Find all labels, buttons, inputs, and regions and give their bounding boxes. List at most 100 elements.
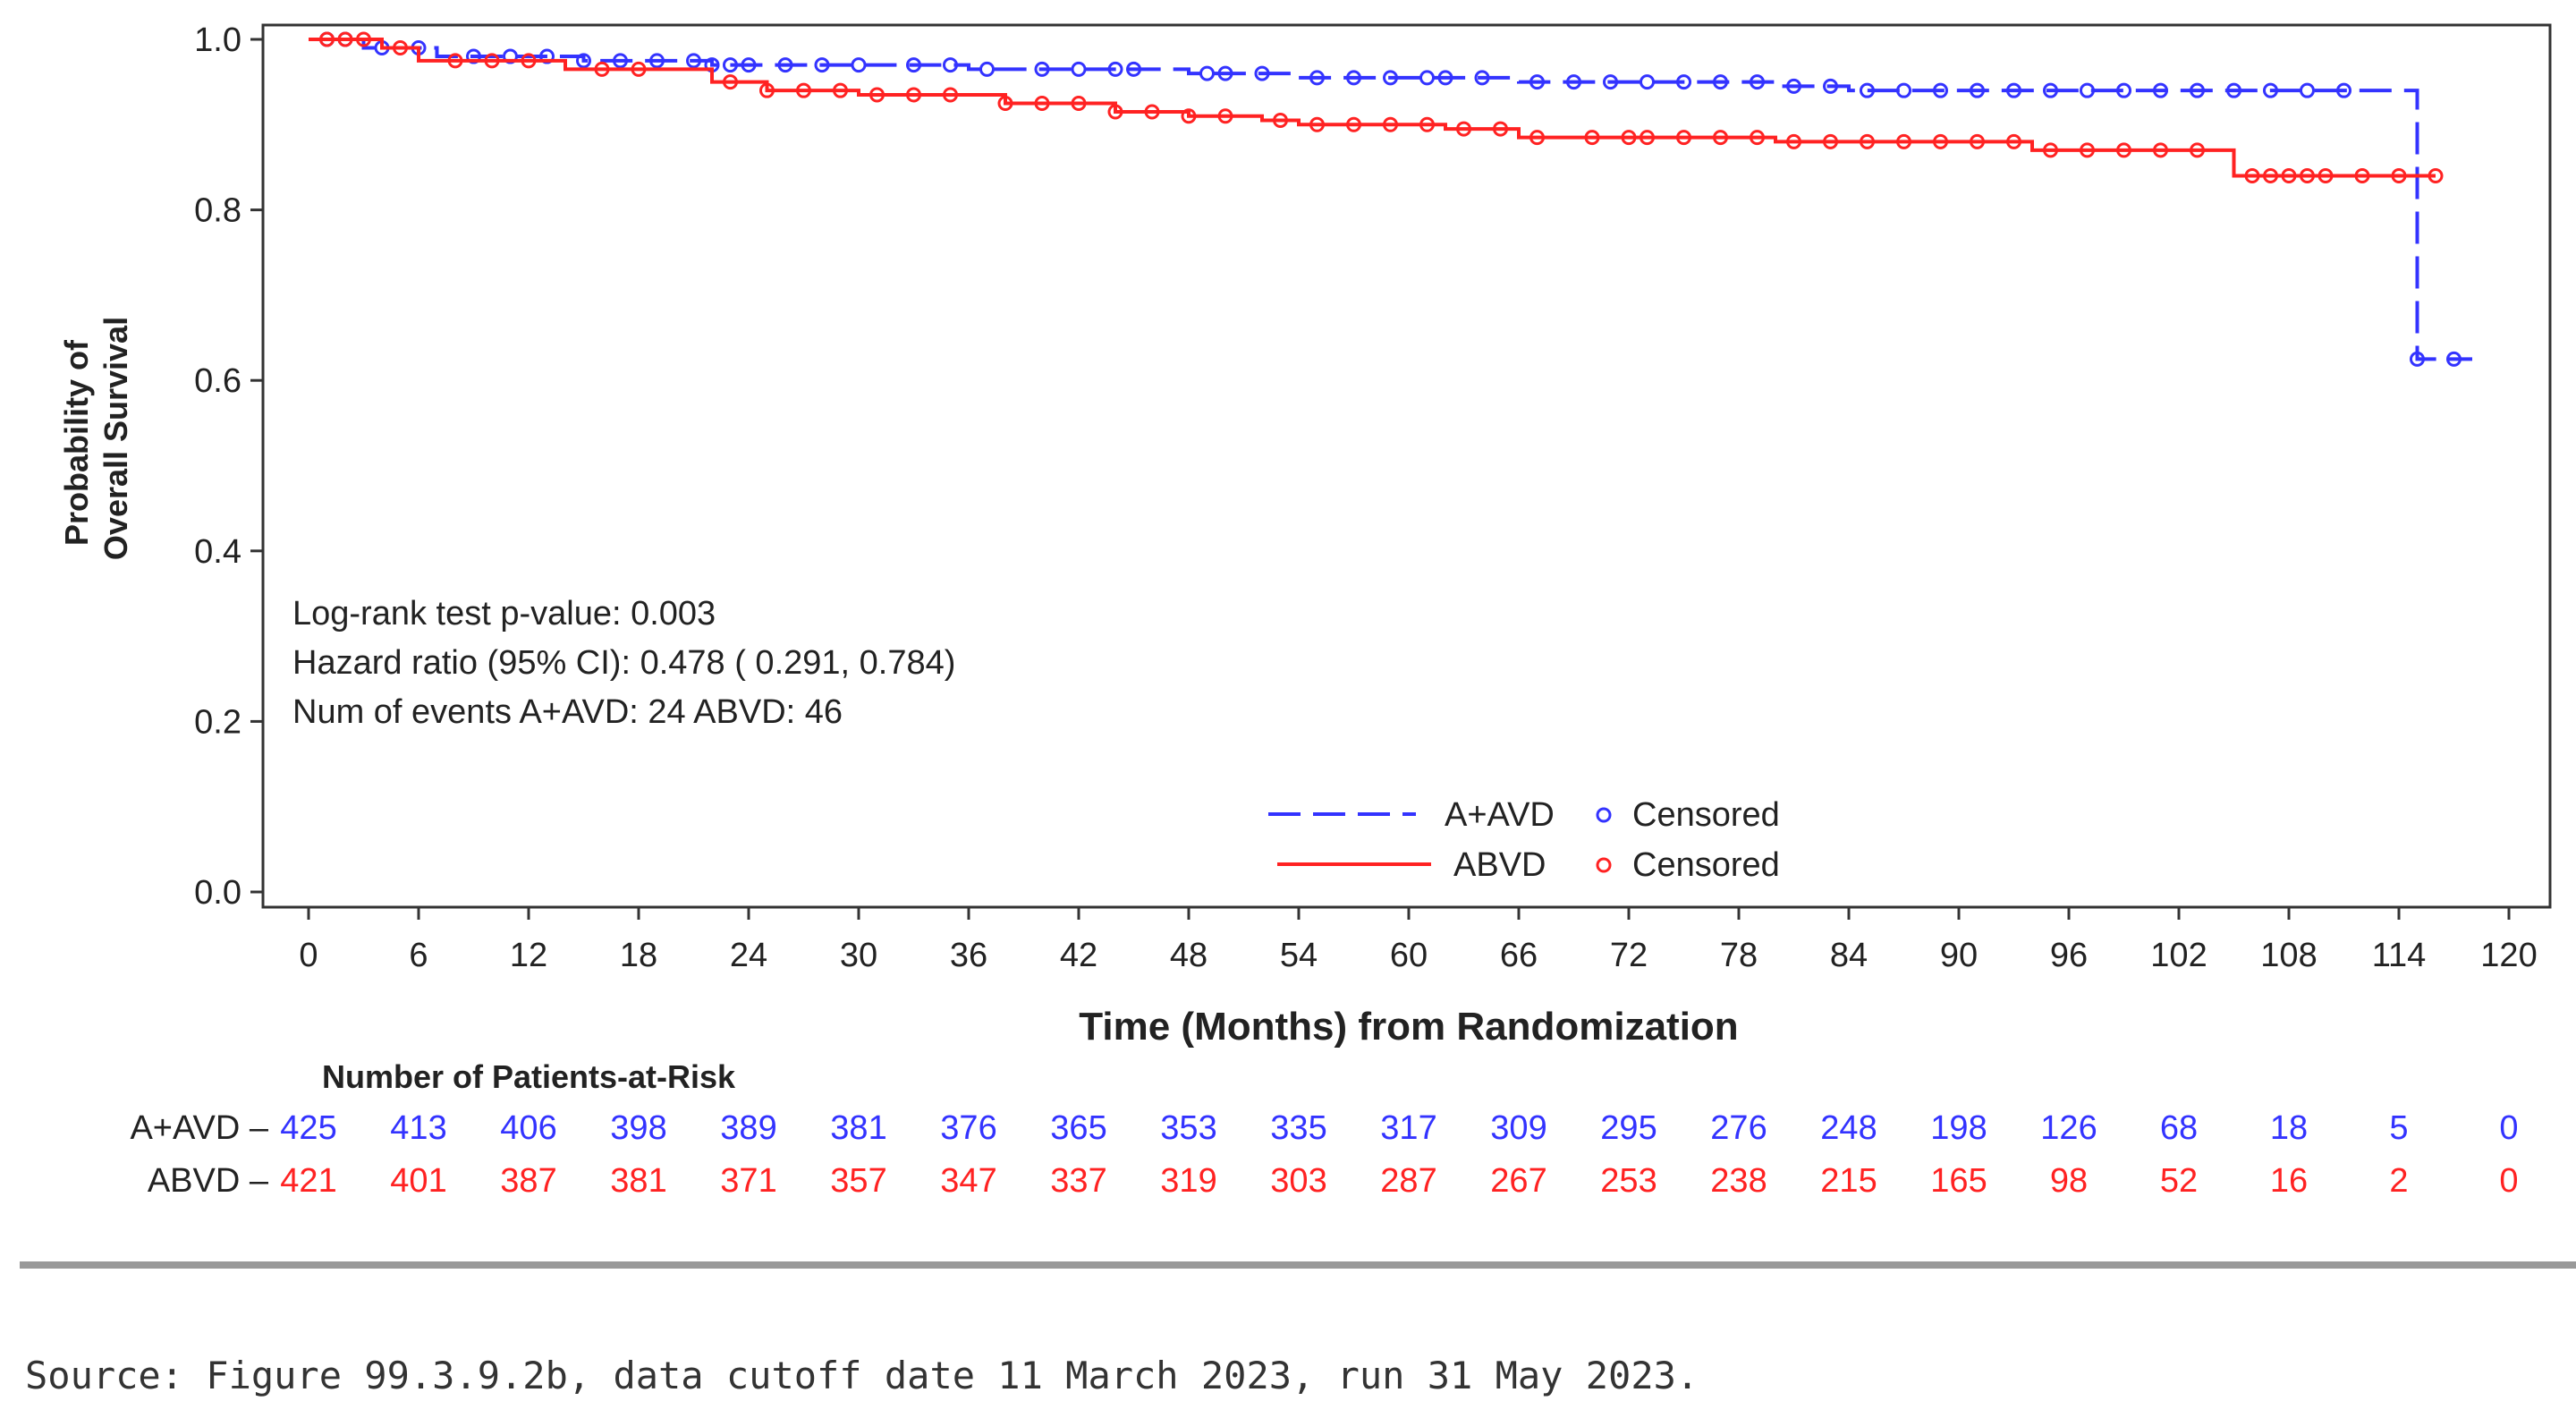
at-risk-value: 376 [940,1109,996,1147]
censored-marker [2006,82,2021,98]
at-risk-value: 413 [390,1109,446,1147]
censored-marker [1181,108,1197,124]
x-axis-label: Time (Months) from Randomization [1079,1005,1738,1049]
censored-marker [2080,82,2095,98]
censored-marker [1786,133,1801,149]
censored-marker [2263,167,2278,183]
censored-marker [319,31,335,47]
censored-marker [723,57,738,73]
censored-marker [1437,70,1453,86]
censored-marker [1273,113,1288,129]
censored-marker [1970,133,1985,149]
x-tick-label: 72 [1610,937,1648,974]
at-risk-value: 248 [1820,1109,1877,1147]
at-risk-value: 381 [830,1109,886,1147]
censored-marker [337,31,353,47]
plot-frame [261,23,2552,909]
legend-censored-label-abvd: Censored [1632,846,1780,884]
censored-marker [1896,82,1911,98]
censored-marker [447,53,463,69]
divider [20,1261,2576,1269]
censored-marker [1144,104,1160,120]
censored-marker [1107,61,1123,77]
at-risk-value: 198 [1930,1109,1987,1147]
censored-marker [1107,104,1123,120]
x-tick-label: 78 [1720,937,1758,974]
y-tick-label: 0.8 [194,192,242,230]
at-risk-value: 387 [500,1162,556,1200]
censored-marker [814,57,830,73]
censored-marker [759,82,775,98]
at-risk-value: 253 [1600,1162,1657,1200]
censored-marker [997,95,1013,111]
at-risk-value: 0 [2499,1162,2518,1200]
y-axis: 0.0 0.2 0.4 0.6 0.8 1.0 [194,21,263,912]
x-tick-label: 12 [510,937,547,974]
censored-marker [1217,65,1233,81]
y-axis-label-line1: Probability of [58,339,95,546]
censored-marker [2410,351,2425,367]
censored-marker [2116,82,2131,98]
at-risk-value: 401 [390,1162,446,1200]
legend-censored-label-a-avd: Censored [1632,796,1780,834]
censored-marker [851,57,867,73]
at-risk-row-label: ABVD – [148,1162,269,1200]
censored-marker [1493,121,1508,137]
censored-marker [1713,130,1728,146]
censored-marker [1530,74,1545,90]
legend: A+AVD Censored ABVD Censored [1268,796,1780,884]
censored-marker [1713,74,1728,90]
at-risk-row-label: A+AVD – [130,1109,268,1147]
annotation-hazard-ratio: Hazard ratio (95% CI): 0.478 ( 0.291, 0.… [292,644,955,682]
censored-marker [2391,167,2407,183]
y-tick-label: 1.0 [194,21,242,59]
censored-marker [2190,142,2205,158]
x-tick-label: 48 [1170,937,1208,974]
x-tick-label: 120 [2480,937,2537,974]
censored-marker [613,53,628,69]
censored-marker [943,87,958,103]
at-risk-value: 126 [2040,1109,2097,1147]
censored-marker [503,48,518,64]
at-risk-value: 389 [720,1109,776,1147]
censored-marker [1584,130,1600,146]
x-tick-label: 54 [1280,937,1318,974]
censored-marker [1860,133,1875,149]
x-tick-label: 114 [2372,937,2427,974]
at-risk-value: 421 [280,1162,336,1200]
censored-marker [2428,167,2444,183]
censored-marker [1474,70,1490,86]
x-tick-label: 24 [730,937,767,974]
censored-marker [1860,82,1875,98]
censored-marker [466,48,481,64]
x-tick-label: 102 [2150,937,2207,974]
at-risk-value: 337 [1050,1162,1106,1200]
censored-marker [484,53,500,69]
at-risk-value: 287 [1380,1162,1436,1200]
at-risk-value: 68 [2160,1109,2198,1147]
censored-marker [1034,95,1050,111]
censored-marker [2043,142,2058,158]
censored-marker [1530,130,1545,146]
at-risk-value: 371 [720,1162,776,1200]
at-risk-value: 425 [280,1109,336,1147]
censored-marker [1640,74,1655,90]
x-tick-label: 90 [1940,937,1978,974]
censored-marker [1750,130,1765,146]
x-tick-label: 36 [950,937,987,974]
censored-marker [1346,116,1361,132]
censored-marker [576,53,591,69]
censored-marker [1621,130,1637,146]
at-risk-title: Number of Patients-at-Risk [322,1058,736,1095]
legend-censored-marker-a-avd [1596,807,1612,823]
at-risk-value: 309 [1490,1109,1546,1147]
censored-marker [741,57,757,73]
at-risk-value: 317 [1380,1109,1436,1147]
at-risk-value: 215 [1820,1162,1877,1200]
at-risk-value: 2 [2389,1162,2408,1200]
censored-marker [2263,82,2278,98]
censored-marker [1034,61,1050,77]
censored-marker [2190,82,2205,98]
censored-marker [1383,70,1398,86]
